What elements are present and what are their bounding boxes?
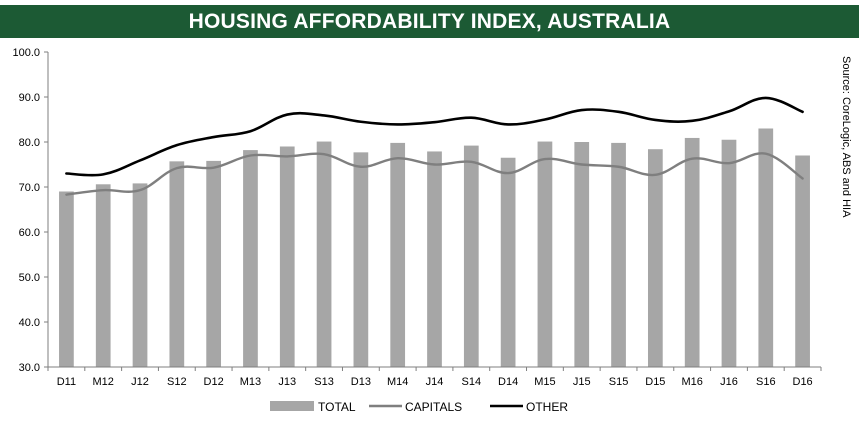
y-tick-labels: 30.0 40.0 50.0 60.0 70.0 80.0 90.0 100.0 bbox=[12, 47, 48, 374]
bar-total bbox=[721, 139, 737, 367]
x-tick-label: M14 bbox=[387, 376, 408, 388]
bar-total bbox=[316, 141, 332, 367]
x-tick-label: D15 bbox=[645, 376, 665, 388]
x-tick-label: S16 bbox=[756, 376, 776, 388]
x-tick-label: M15 bbox=[534, 376, 555, 388]
y-tick-label: 70.0 bbox=[19, 182, 40, 194]
x-tick-label: D11 bbox=[57, 376, 76, 388]
y-tick-label: 90.0 bbox=[19, 92, 40, 104]
bars-layer bbox=[59, 128, 810, 367]
y-tick-label: 30.0 bbox=[19, 362, 40, 374]
legend-total-swatch bbox=[270, 401, 314, 411]
legend-total-label: TOTAL bbox=[318, 400, 356, 414]
bar-total bbox=[537, 141, 553, 367]
x-tick-label: S15 bbox=[609, 376, 629, 388]
x-tick-label: J14 bbox=[426, 376, 444, 388]
bar-total bbox=[795, 155, 810, 367]
bar-total bbox=[500, 157, 516, 367]
y-tick-label: 40.0 bbox=[19, 317, 40, 329]
y-tick-label: 60.0 bbox=[19, 227, 40, 239]
y-tick-label: 100.0 bbox=[12, 47, 40, 59]
x-tick-label: M12 bbox=[93, 376, 114, 388]
bar-total bbox=[463, 145, 479, 367]
y-tick-label: 80.0 bbox=[19, 137, 40, 149]
x-tick-label: J12 bbox=[131, 376, 149, 388]
source-label: Source: CoreLogic, ABS and HIA bbox=[840, 56, 852, 218]
y-tick-label: 50.0 bbox=[19, 272, 40, 284]
bar-total bbox=[206, 160, 222, 367]
legend: TOTAL CAPITALS OTHER bbox=[270, 400, 568, 414]
bar-total bbox=[611, 142, 626, 367]
x-tick-label: D16 bbox=[793, 376, 813, 388]
bar-total bbox=[390, 142, 406, 367]
line-capitals bbox=[65, 152, 804, 196]
bar-total bbox=[684, 137, 700, 367]
x-tick-label: J15 bbox=[573, 376, 591, 388]
x-tick-labels: D11 M12 J12 S12 D12 M13 J13 S13 D13 M14 J14 S14 D14 M… bbox=[47, 367, 822, 388]
x-tick-label: J13 bbox=[278, 376, 296, 388]
bar-total bbox=[132, 183, 148, 367]
lines-layer bbox=[65, 96, 804, 196]
legend-other-label: OTHER bbox=[526, 400, 568, 414]
x-tick-label: S12 bbox=[167, 376, 187, 388]
bar-total bbox=[574, 142, 590, 367]
x-tick-label: S13 bbox=[314, 376, 334, 388]
bar-total bbox=[427, 151, 442, 367]
x-tick-label: D14 bbox=[498, 376, 518, 388]
bar-total bbox=[59, 191, 74, 367]
x-tick-label: D13 bbox=[351, 376, 371, 388]
axes-layer bbox=[47, 52, 821, 368]
x-tick-label: M13 bbox=[240, 376, 261, 388]
chart-title-banner: HOUSING AFFORDABILITY INDEX, AUSTRALIA bbox=[0, 5, 859, 38]
bar-total bbox=[243, 150, 258, 367]
bar-total bbox=[95, 184, 111, 367]
bar-total bbox=[353, 152, 369, 367]
x-tick-label: M16 bbox=[681, 376, 702, 388]
legend-capitals-label: CAPITALS bbox=[405, 400, 462, 414]
bar-total bbox=[758, 128, 774, 367]
bar-total bbox=[279, 146, 295, 367]
x-tick-label: J16 bbox=[720, 376, 738, 388]
x-tick-label: S14 bbox=[462, 376, 482, 388]
line-other bbox=[65, 96, 804, 177]
bar-total bbox=[169, 161, 185, 367]
bar-total bbox=[647, 149, 663, 367]
x-tick-label: D12 bbox=[204, 376, 224, 388]
